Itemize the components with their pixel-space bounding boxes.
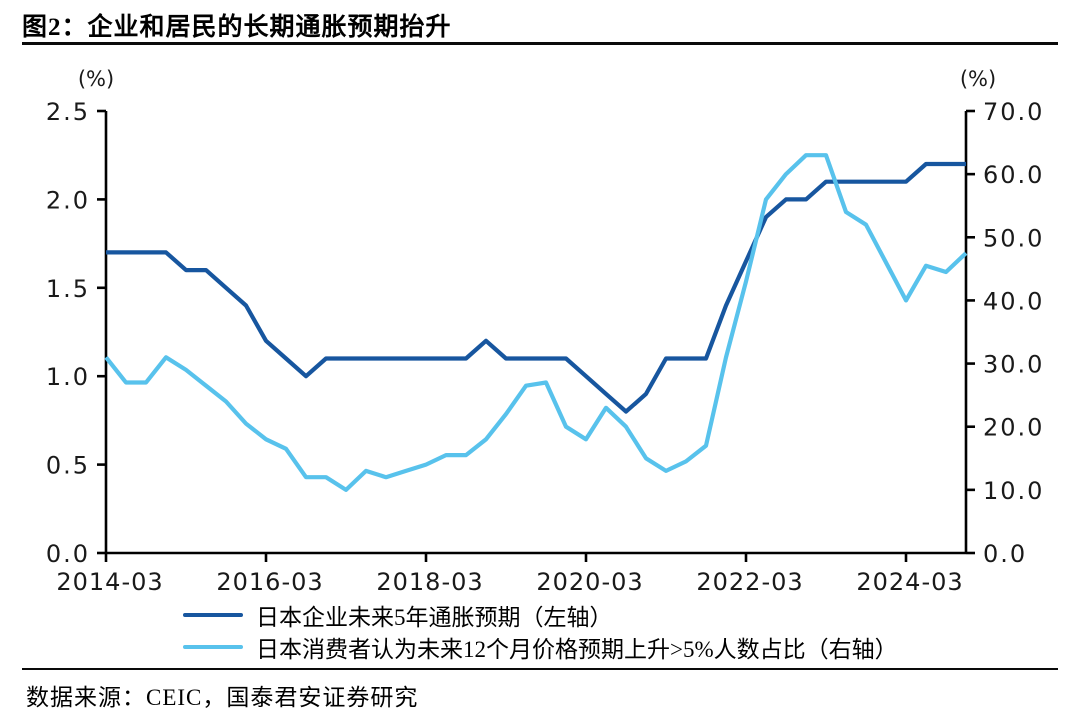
- left-axis-tick-label: 0.0: [46, 540, 90, 568]
- right-axis-tick-label: 0.0: [983, 540, 1027, 568]
- x-axis-tick-label: 2016-03: [216, 568, 323, 596]
- right-axis-tick-label: 20.0: [983, 414, 1044, 442]
- left-axis-tick-label: 2.0: [46, 186, 90, 214]
- legend-label-consumer: 日本消费者认为未来12个月价格预期上升>5%人数占比（右轴）: [256, 637, 898, 662]
- left-axis-tick-label: 2.5: [46, 98, 90, 126]
- x-axis-tick-label: 2018-03: [376, 568, 483, 596]
- x-axis-tick-label: 2024-03: [856, 568, 963, 596]
- right-axis-tick-label: 40.0: [983, 287, 1044, 315]
- right-axis-tick-label: 60.0: [983, 161, 1044, 189]
- footer-divider: [22, 668, 1058, 670]
- series-line-enterprise: [106, 161, 966, 414]
- right-axis-tick-label: 10.0: [983, 477, 1044, 505]
- legend-item-consumer: 日本消费者认为未来12个月价格预期上升>5%人数占比（右轴）: [183, 631, 898, 663]
- left-axis-tick-label: 0.5: [46, 452, 90, 480]
- chart-legend: 日本企业未来5年通胀预期（左轴） 日本消费者认为未来12个月价格预期上升>5%人…: [183, 599, 898, 663]
- right-axis-tick-label: 30.0: [983, 351, 1044, 379]
- legend-item-enterprise: 日本企业未来5年通胀预期（左轴）: [183, 599, 898, 631]
- title-divider: [22, 42, 1058, 45]
- right-axis-tick-label: 50.0: [983, 224, 1044, 252]
- legend-label-enterprise: 日本企业未来5年通胀预期（左轴）: [256, 605, 613, 630]
- figure-title: 图2：企业和居民的长期通胀预期抬升: [22, 14, 452, 41]
- x-axis-tick-label: 2022-03: [696, 568, 803, 596]
- left-axis-unit: (%): [78, 67, 114, 91]
- data-source: 数据来源：CEIC，国泰君安证券研究: [26, 685, 419, 710]
- legend-swatch-enterprise-line: [183, 613, 243, 617]
- x-axis-tick-label: 2020-03: [536, 568, 643, 596]
- left-axis-tick-label: 1.5: [46, 275, 90, 303]
- chart-canvas: (%) (%) 0.0 0.5 1.0 1.5 2.0 2.5 0.0 10.0 20.0 30.0 4…: [46, 67, 1044, 596]
- right-axis-unit: (%): [960, 67, 996, 91]
- x-axis-tick-label: 2014-03: [56, 568, 163, 596]
- legend-swatch-consumer-line: [183, 645, 243, 649]
- series-line-consumer: [104, 153, 968, 492]
- dual-axis-line-chart: (%) (%) 0.0 0.5 1.0 1.5 2.0 2.5 0.0 10.0 20.0 30.0 4…: [0, 55, 1080, 600]
- left-axis-tick-label: 1.0: [46, 363, 90, 391]
- right-axis-tick-label: 70.0: [983, 98, 1044, 126]
